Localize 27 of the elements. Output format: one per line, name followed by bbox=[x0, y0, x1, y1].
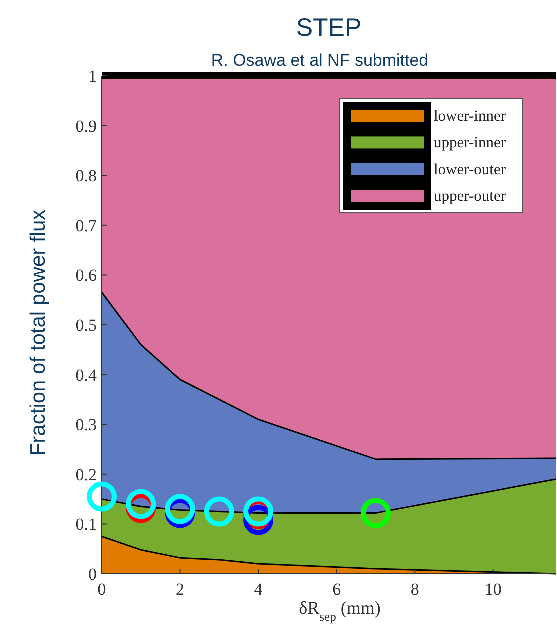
point bbox=[360, 498, 391, 528]
y-tick-label: 1 bbox=[88, 67, 97, 86]
y-tick-label: 0.1 bbox=[76, 515, 97, 534]
y-tick-label: 0.3 bbox=[76, 416, 97, 435]
y-tick-label: 0.8 bbox=[76, 166, 97, 186]
x-tick-label: 10 bbox=[484, 580, 502, 599]
y-tick-label: 0.7 bbox=[76, 216, 98, 236]
legend-label: lower-outer bbox=[434, 161, 507, 178]
x-tick-label: 6 bbox=[332, 580, 342, 599]
y-tick-label: 0.6 bbox=[76, 266, 97, 286]
y-tick-label: 0.4 bbox=[76, 366, 98, 385]
x-axis-title: δR$_{sep}$ (mm) bbox=[299, 598, 381, 624]
y-tick-label: 0 bbox=[88, 565, 97, 584]
y-tick-label: 0.2 bbox=[76, 465, 97, 484]
legend-label: lower-inner bbox=[434, 108, 507, 125]
y-tick-label: 0.9 bbox=[76, 116, 97, 136]
legend-label: upper-inner bbox=[434, 134, 507, 152]
legend-label: upper-outer bbox=[434, 188, 507, 206]
x-tick-label: 2 bbox=[176, 580, 185, 599]
point bbox=[87, 482, 117, 512]
chart-subtitle: R. Osawa et al NF submitted bbox=[211, 51, 429, 70]
x-tick-label: 4 bbox=[254, 580, 264, 599]
chart-title: STEP bbox=[296, 14, 362, 42]
y-axis-title: Fraction of total power flux bbox=[27, 209, 50, 456]
point bbox=[204, 496, 234, 527]
y-tick-label: 0.5 bbox=[76, 316, 97, 335]
x-tick-label: 8 bbox=[410, 580, 420, 599]
